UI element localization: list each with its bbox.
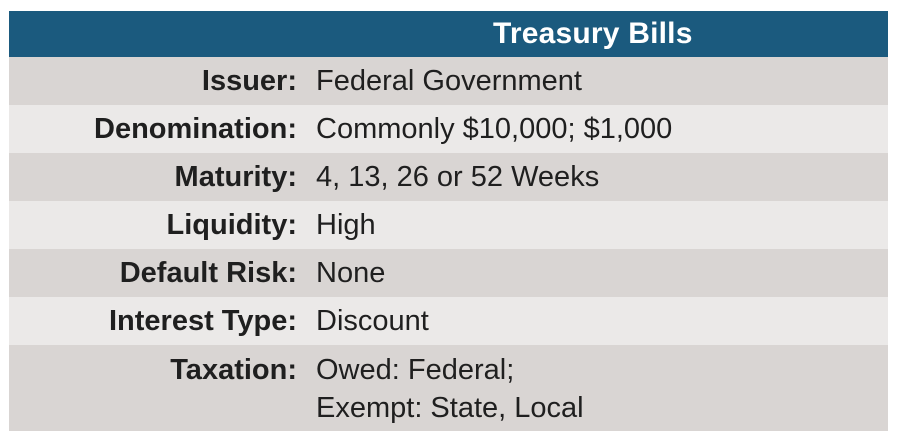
table-row-denomination: Denomination: Commonly $10,000; $1,000 xyxy=(9,105,888,153)
table-row-liquidity: Liquidity: High xyxy=(9,201,888,249)
row-value: Owed: Federal; Exempt: State, Local xyxy=(316,351,584,427)
row-label: Issuer: xyxy=(201,64,297,97)
row-value: Commonly $10,000; $1,000 xyxy=(316,113,673,145)
row-label: Denomination: xyxy=(94,112,297,145)
table-row-maturity: Maturity: 4, 13, 26 or 52 Weeks xyxy=(9,153,888,201)
table-row-taxation: Taxation: Owed: Federal; Exempt: State, … xyxy=(9,345,888,431)
row-value-line: Owed: Federal; xyxy=(316,354,515,386)
row-label: Default Risk: xyxy=(119,256,297,289)
table-row-issuer: Issuer: Federal Government xyxy=(9,57,888,105)
row-value: High xyxy=(316,209,376,241)
row-label: Interest Type: xyxy=(108,304,297,337)
row-label: Liquidity: xyxy=(166,208,297,241)
row-value: Federal Government xyxy=(316,65,582,97)
treasury-bills-table: Treasury Bills Issuer: Federal Governmen… xyxy=(9,11,888,431)
table-row-default-risk: Default Risk: None xyxy=(9,249,888,297)
row-value: 4, 13, 26 or 52 Weeks xyxy=(316,161,600,193)
row-value-line: Exempt: State, Local xyxy=(316,392,584,424)
row-label: Maturity: xyxy=(174,160,297,193)
table-row-interest-type: Interest Type: Discount xyxy=(9,297,888,345)
row-value: None xyxy=(316,257,386,289)
row-label: Taxation: xyxy=(170,354,297,386)
table-title: Treasury Bills xyxy=(493,17,693,50)
table-header: Treasury Bills xyxy=(9,11,888,57)
row-value: Discount xyxy=(316,305,429,337)
